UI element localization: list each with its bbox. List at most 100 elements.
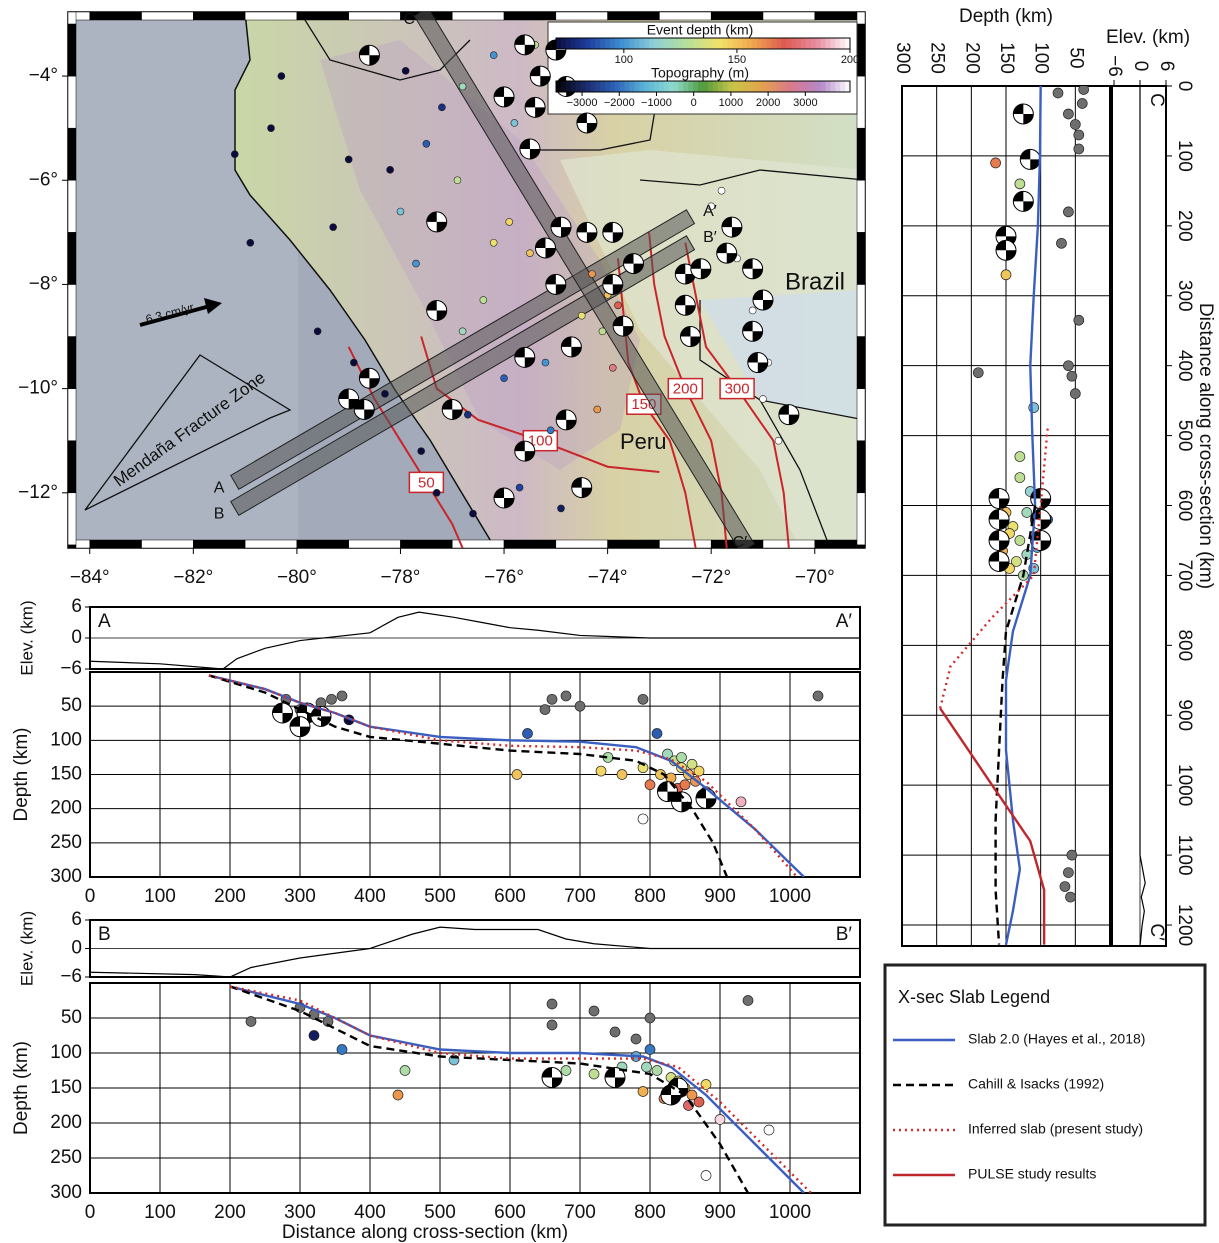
focal-mechanism xyxy=(427,212,447,232)
colorbar-cell xyxy=(723,38,728,49)
event xyxy=(617,770,627,780)
elev-tick-label: 6 xyxy=(71,909,82,930)
focal-mechanism xyxy=(1020,149,1040,169)
x-tick-label: 100 xyxy=(144,1202,176,1223)
axis-title: Depth (km) xyxy=(11,728,32,822)
colorbar-cell xyxy=(556,38,561,49)
elev-tick-label: 0 xyxy=(1130,61,1151,72)
event xyxy=(1015,535,1025,545)
x-tick-label: 700 xyxy=(1174,560,1195,592)
event xyxy=(1015,473,1025,483)
colorbar-title: Event depth (km) xyxy=(647,22,754,38)
colorbar-cell xyxy=(625,38,630,49)
y-tick-label: −8° xyxy=(29,273,58,294)
event xyxy=(387,166,394,173)
frame-block xyxy=(68,76,76,128)
event xyxy=(523,729,533,739)
frame-block xyxy=(504,12,556,20)
focal-mechanism xyxy=(546,274,566,294)
event xyxy=(813,691,823,701)
colorbar-cell xyxy=(600,38,605,49)
colorbar-cell xyxy=(791,38,796,49)
slab-line xyxy=(940,708,1044,944)
colorbar-cell xyxy=(610,81,615,92)
y-tick-label: 100 xyxy=(50,729,82,750)
elev-tick-label: 6 xyxy=(1156,61,1177,72)
event xyxy=(1001,270,1011,280)
event xyxy=(516,484,523,491)
event xyxy=(631,1034,641,1044)
event xyxy=(1070,389,1080,399)
colorbar-cell xyxy=(679,38,684,49)
colorbar-cell xyxy=(840,81,845,92)
focal-mechanism xyxy=(556,410,576,430)
colorbar-cell xyxy=(767,38,772,49)
event xyxy=(1022,508,1032,518)
colorbar-cell xyxy=(581,38,586,49)
frame-block xyxy=(556,12,608,20)
topography xyxy=(1140,86,1145,946)
x-tick-label: 600 xyxy=(494,1202,526,1223)
elev-tick-label: −6 xyxy=(60,658,82,679)
y-tick-label: −12° xyxy=(18,482,58,503)
frame-block xyxy=(68,24,76,76)
event xyxy=(1074,130,1084,140)
focal-mechanism xyxy=(535,238,555,258)
y-tick-label: 300 xyxy=(50,866,82,887)
colorbar-cell xyxy=(654,38,659,49)
focal-mechanism xyxy=(748,353,768,373)
colorbar-cell xyxy=(688,81,693,92)
colorbar-cell xyxy=(674,38,679,49)
colorbar-cell xyxy=(644,38,649,49)
colorbar-cell xyxy=(777,38,782,49)
focal-mechanism xyxy=(525,97,545,117)
axis-title: Elev. (km) xyxy=(1106,27,1190,48)
colorbar-cell xyxy=(713,81,718,92)
focal-mechanism xyxy=(520,139,540,159)
event xyxy=(459,83,466,90)
frame-block xyxy=(245,540,297,548)
event xyxy=(547,694,557,704)
colorbar-cell xyxy=(840,38,845,49)
focal-mechanism xyxy=(613,316,633,336)
event xyxy=(715,1115,725,1125)
colorbar-cell xyxy=(585,38,590,49)
colorbar-cell xyxy=(781,81,786,92)
frame-block xyxy=(68,493,76,545)
x-tick-label: 800 xyxy=(634,1202,666,1223)
x-tick-label: 1000 xyxy=(769,886,811,907)
y-tick-label: 150 xyxy=(50,764,82,785)
colorbar-cell xyxy=(801,38,806,49)
x-tick-label: 1100 xyxy=(1174,835,1195,876)
focal-mechanism xyxy=(515,35,535,55)
frame-block xyxy=(857,493,865,545)
event xyxy=(638,1087,648,1097)
event xyxy=(459,328,466,335)
colorbar-tick-label: 200 xyxy=(841,54,859,66)
event xyxy=(501,375,508,382)
colorbar-tick-label: 0 xyxy=(691,97,697,109)
x-tick-label: 1000 xyxy=(769,1202,811,1223)
frame-block xyxy=(857,12,865,24)
event xyxy=(418,448,425,455)
colorbar-cell xyxy=(644,81,649,92)
focal-mechanism xyxy=(427,300,447,320)
event xyxy=(247,239,254,246)
x-tick-label: −78° xyxy=(381,567,421,588)
event xyxy=(433,489,440,496)
x-tick-label: 400 xyxy=(1174,350,1195,382)
colorbar-cell xyxy=(777,81,782,92)
frame-block xyxy=(400,540,452,548)
event xyxy=(547,427,554,434)
colorbar-cell xyxy=(791,81,796,92)
y-tick-label: 250 xyxy=(927,42,948,74)
axis-title: Elev. (km) xyxy=(17,600,36,675)
colorbar-cell xyxy=(752,81,757,92)
colorbar-cell xyxy=(615,38,620,49)
event xyxy=(480,297,487,304)
event xyxy=(526,250,533,257)
colorbar-cell xyxy=(566,38,571,49)
event xyxy=(345,156,352,163)
colorbar-tick-label: 150 xyxy=(728,54,746,66)
event xyxy=(1070,119,1080,129)
